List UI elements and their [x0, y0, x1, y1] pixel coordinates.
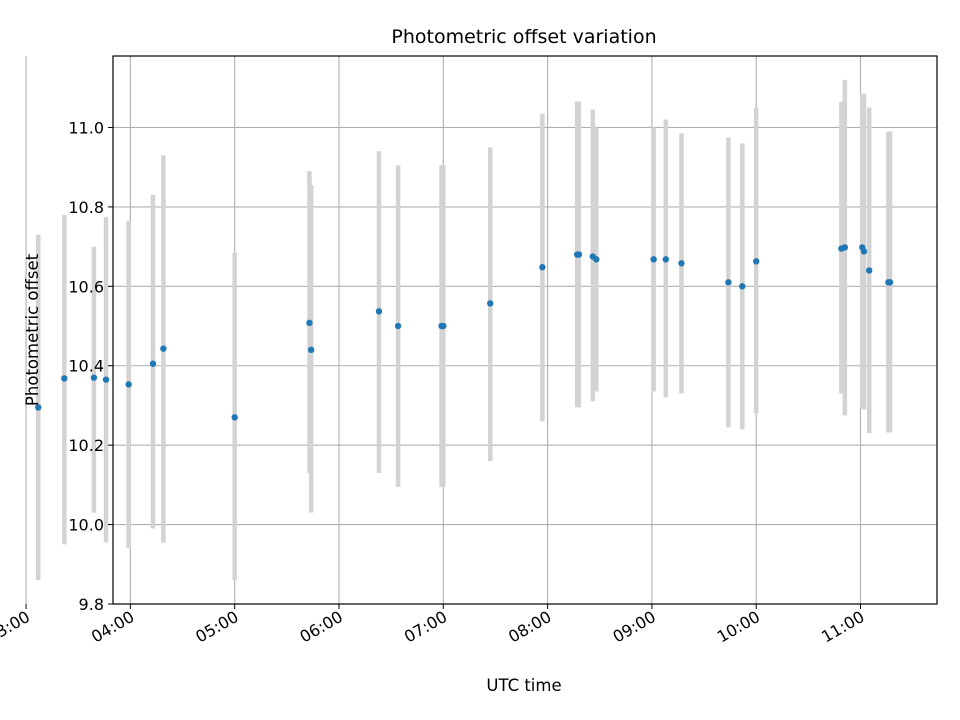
x-tick-label: 10:00 — [714, 607, 763, 647]
data-point — [725, 279, 732, 286]
chart-title: Photometric offset variation — [391, 26, 656, 48]
data-point — [662, 256, 670, 263]
data-point — [886, 279, 894, 286]
y-tick-label: 10.8 — [68, 198, 104, 217]
y-tick-label: 10.4 — [68, 357, 104, 376]
y-axis-ticks: 9.8 10.0 10.2 10.4 10.6 10.8 11.0 — [68, 118, 113, 614]
x-tick-label: 08:00 — [505, 607, 554, 647]
y-axis-label: Photometric offset — [23, 253, 42, 406]
data-point — [866, 267, 873, 274]
data-point — [678, 260, 685, 267]
data-point — [35, 404, 42, 411]
data-point — [160, 345, 167, 352]
y-tick-label: 9.8 — [79, 595, 104, 614]
x-tick-label: 07:00 — [401, 607, 450, 647]
data-point — [593, 256, 600, 263]
data-point — [231, 414, 238, 421]
data-point — [61, 375, 68, 382]
data-point — [102, 376, 110, 383]
data-point — [306, 319, 313, 327]
data-point — [753, 258, 760, 265]
x-tick-label: 03:00 — [0, 607, 33, 647]
x-tick-label: 05:00 — [192, 607, 241, 647]
data-point — [125, 381, 132, 388]
error-bars — [35, 79, 893, 581]
data-point — [841, 244, 849, 251]
data-point — [860, 248, 868, 255]
y-tick-label: 10.6 — [68, 277, 104, 296]
y-tick-label: 10.0 — [68, 516, 104, 535]
data-point — [375, 308, 383, 315]
x-tick-label: 11:00 — [818, 607, 867, 647]
data-point — [539, 264, 546, 271]
plot-frame — [112, 55, 938, 605]
data-point — [650, 256, 657, 263]
x-axis-label: UTC time — [486, 676, 561, 695]
data-point — [307, 346, 315, 354]
data-point — [90, 374, 98, 381]
x-axis-ticks: 03:00 04:00 05:00 06:00 07:00 08:00 09:00 10:00… — [0, 604, 868, 647]
data-point — [394, 322, 402, 330]
data-point — [575, 251, 583, 258]
data-points — [35, 244, 894, 421]
y-tick-label: 11.0 — [68, 118, 104, 137]
data-point — [440, 322, 447, 330]
data-point — [739, 283, 746, 290]
x-tick-label: 06:00 — [297, 607, 346, 647]
x-tick-label: 09:00 — [609, 607, 658, 647]
y-tick-label: 10.2 — [68, 436, 104, 455]
data-point — [487, 300, 494, 307]
data-point — [149, 360, 157, 367]
